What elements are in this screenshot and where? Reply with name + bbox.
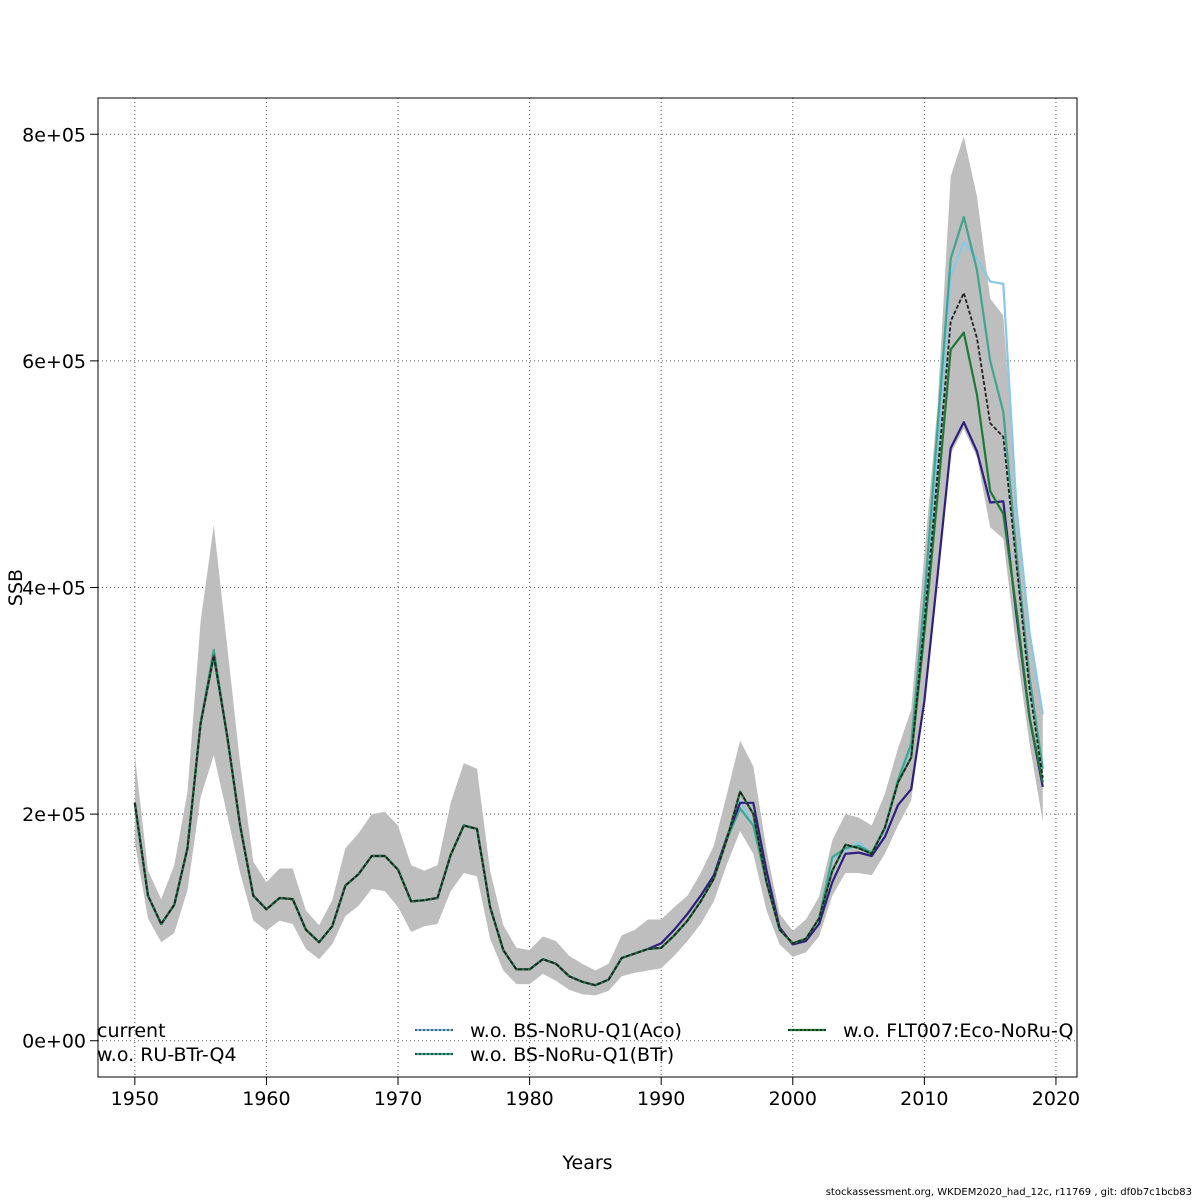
legend-label-3: w.o. BS-NoRu-Q1(BTr) (470, 1044, 674, 1066)
y-tick-label: 0e+00 (22, 1031, 86, 1053)
x-axis: 1950 1960 1970 1980 1990 2000 2010 2020 (111, 1076, 1080, 1110)
series-line-2 (133, 240, 1044, 987)
legend-label-2: w.o. BS-NoRU-Q1(Aco) (470, 1020, 682, 1042)
x-tick-label: 1970 (374, 1088, 422, 1110)
x-tick-label: 2000 (769, 1088, 817, 1110)
x-tick-label: 1960 (242, 1088, 290, 1110)
footer-credit: stockassessment.org, WKDEM2020_had_12c, … (825, 1187, 1192, 1198)
legend-label-0: current (97, 1020, 166, 1042)
series-lines-layer (133, 215, 1044, 987)
legend-label-1: w.o. RU-BTr-Q4 (97, 1044, 237, 1066)
series-line-0 (133, 291, 1044, 987)
confidence-band (134, 136, 1043, 996)
x-tick-label: 2020 (1032, 1088, 1080, 1110)
x-tick-label: 1990 (637, 1088, 685, 1110)
x-tick-label: 1980 (505, 1088, 553, 1110)
x-axis-title: Years (561, 1152, 612, 1174)
y-tick-label: 6e+05 (22, 351, 86, 373)
y-tick-label: 4e+05 (22, 578, 86, 600)
x-tick-label: 2010 (900, 1088, 948, 1110)
confidence-band-layer (134, 136, 1043, 996)
y-axis: 0e+00 2e+05 4e+05 6e+05 8e+05 (22, 124, 98, 1053)
legend-label-4: w.o. FLT007:Eco-NoRu-Q (843, 1020, 1073, 1042)
y-tick-label: 2e+05 (22, 804, 86, 826)
y-axis-title: SSB (5, 569, 27, 606)
y-tick-label: 8e+05 (22, 124, 86, 146)
series-line-3 (133, 215, 1044, 987)
x-tick-label: 1950 (111, 1088, 159, 1110)
